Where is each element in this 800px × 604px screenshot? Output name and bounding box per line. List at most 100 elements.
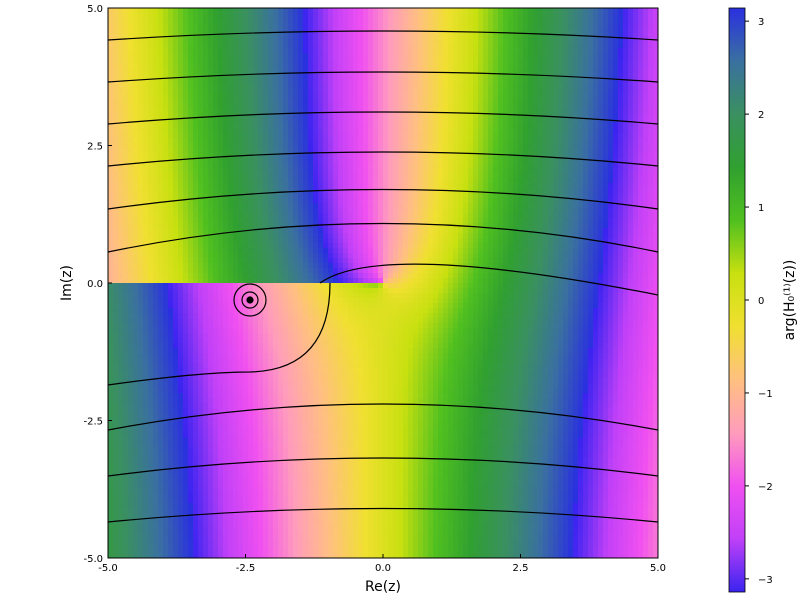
phase-cell: [238, 198, 244, 204]
phase-cell: [333, 18, 339, 24]
phase-cell: [348, 113, 354, 119]
phase-cell: [158, 18, 164, 24]
phase-cell: [413, 218, 419, 224]
phase-cell: [428, 73, 434, 79]
phase-cell: [218, 43, 224, 49]
phase-cell: [248, 93, 254, 99]
phase-cell: [213, 203, 219, 209]
phase-cell: [473, 113, 479, 119]
phase-cell: [183, 133, 189, 139]
phase-cell: [523, 168, 529, 174]
phase-cell: [363, 188, 369, 194]
phase-cell: [218, 158, 224, 164]
phase-cell: [423, 13, 429, 19]
phase-cell: [303, 178, 309, 184]
phase-cell: [648, 153, 654, 159]
phase-cell: [113, 8, 119, 14]
phase-cell: [178, 133, 184, 139]
phase-cell: [553, 193, 559, 199]
phase-cell: [328, 83, 334, 89]
phase-cell: [518, 108, 524, 114]
phase-cell: [188, 173, 194, 179]
phase-cell: [443, 223, 449, 229]
phase-cell: [198, 48, 204, 54]
phase-cell: [183, 138, 189, 144]
phase-cell: [518, 128, 524, 134]
phase-cell: [618, 133, 624, 139]
phase-cell: [423, 83, 429, 89]
phase-cell: [298, 138, 304, 144]
phase-cell: [318, 98, 324, 104]
phase-cell: [218, 93, 224, 99]
phase-cell: [548, 173, 554, 179]
phase-cell: [248, 73, 254, 79]
phase-cell: [648, 123, 654, 129]
phase-cell: [343, 98, 349, 104]
phase-cell: [368, 143, 374, 149]
phase-cell: [163, 108, 169, 114]
phase-cell: [378, 63, 384, 69]
phase-cell: [583, 188, 589, 194]
phase-cell: [248, 48, 254, 54]
phase-cell: [363, 58, 369, 64]
phase-cell: [133, 153, 139, 159]
phase-cell: [268, 38, 274, 44]
phase-cell: [413, 193, 419, 199]
phase-cell: [113, 48, 119, 54]
phase-cell: [478, 43, 484, 49]
phase-cell: [473, 103, 479, 109]
phase-cell: [128, 23, 134, 29]
phase-cell: [643, 168, 649, 174]
phase-cell: [483, 123, 489, 129]
phase-cell: [528, 93, 534, 99]
phase-cell: [548, 213, 554, 219]
phase-cell: [108, 158, 114, 164]
phase-cell: [513, 128, 519, 134]
phase-cell: [183, 8, 189, 14]
phase-cell: [588, 123, 594, 129]
phase-cell: [383, 218, 389, 224]
phase-cell: [328, 173, 334, 179]
phase-cell: [623, 168, 629, 174]
phase-cell: [513, 148, 519, 154]
phase-cell: [553, 143, 559, 149]
phase-cell: [388, 68, 394, 74]
phase-cell: [208, 18, 214, 24]
phase-cell: [468, 168, 474, 174]
phase-cell: [578, 113, 584, 119]
phase-cell: [483, 33, 489, 39]
phase-cell: [273, 153, 279, 159]
phase-cell: [538, 128, 544, 134]
phase-cell: [368, 133, 374, 139]
phase-cell: [513, 58, 519, 64]
phase-cell: [463, 53, 469, 59]
phase-cell: [388, 133, 394, 139]
phase-cell: [123, 228, 129, 234]
phase-cell: [233, 218, 239, 224]
phase-cell: [258, 48, 264, 54]
phase-cell: [338, 33, 344, 39]
phase-cell: [393, 173, 399, 179]
phase-cell: [613, 113, 619, 119]
phase-cell: [353, 93, 359, 99]
phase-cell: [583, 88, 589, 94]
phase-cell: [293, 73, 299, 79]
phase-cell: [263, 13, 269, 19]
phase-cell: [228, 168, 234, 174]
phase-cell: [203, 228, 209, 234]
phase-cell: [148, 163, 154, 169]
phase-cell: [143, 68, 149, 74]
phase-cell: [413, 198, 419, 204]
phase-cell: [623, 123, 629, 129]
phase-cell: [533, 43, 539, 49]
phase-cell: [548, 53, 554, 59]
phase-cell: [483, 83, 489, 89]
phase-cell: [343, 48, 349, 54]
phase-cell: [513, 213, 519, 219]
phase-cell: [168, 183, 174, 189]
phase-cell: [273, 73, 279, 79]
phase-cell: [433, 163, 439, 169]
phase-cell: [243, 8, 249, 14]
phase-cell: [403, 173, 409, 179]
phase-cell: [503, 63, 509, 69]
